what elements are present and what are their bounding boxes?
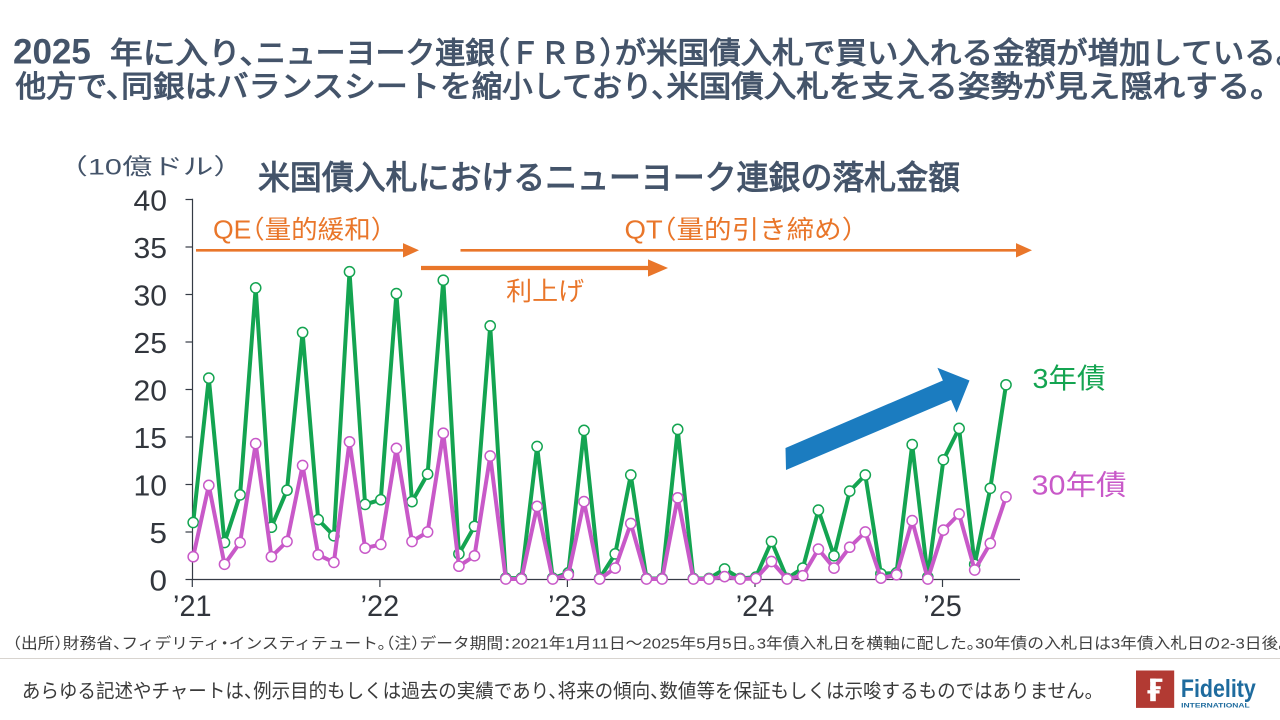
svg-text:’24: ’24 [736,590,775,623]
svg-text:2025: 2025 [13,33,91,72]
svg-text:米国債入札におけるニューヨーク連銀の落札金額: 米国債入札におけるニューヨーク連銀の落札金額 [258,159,960,196]
svg-text:5: 5 [150,518,168,550]
svg-text:バランスシートを: バランスシートを [217,71,472,104]
svg-text:利上げ: 利上げ [506,278,584,306]
svg-text:ニューヨーク連銀（ＦＲＢ）: ニューヨーク連銀（ＦＲＢ） [256,37,615,71]
svg-text:30: 30 [134,280,168,312]
svg-text:Fidelity: Fidelity [1181,675,1256,703]
svg-text:25: 25 [134,328,168,360]
svg-text:（出所）財務省、フィデリティ・インスティテュート。（注）デー: （出所）財務省、フィデリティ・インスティテュート。（注）データ期間：2021年1… [13,635,1280,653]
svg-text:あらゆる記述やチャートは、例示目的もしくは過去の実績であり、: あらゆる記述やチャートは、例示目的もしくは過去の実績であり、将来の傾向、数値等を… [22,680,1094,702]
svg-text:米国債入札を支える姿勢が見え隠れする。: 米国債入札を支える姿勢が見え隠れする。 [666,70,1266,104]
svg-text:15: 15 [134,423,168,455]
svg-text:が米国債入札で買い入れる金額が増加している。: が米国債入札で買い入れる金額が増加している。 [615,37,1280,71]
svg-text:同銀は: 同銀は [121,71,216,104]
svg-text:QE（量的緩和）: QE（量的緩和） [213,217,384,245]
svg-text:年に入り、: 年に入り、 [110,38,256,71]
svg-text:20: 20 [134,375,168,407]
svg-text:INTERNATIONAL: INTERNATIONAL [1181,703,1250,710]
svg-text:10: 10 [134,470,168,502]
svg-text:’22: ’22 [361,590,400,623]
svg-text:30年債: 30年債 [1032,470,1127,501]
svg-text:’21: ’21 [173,590,212,623]
svg-text:’23: ’23 [548,590,587,623]
svg-text:他方で、: 他方で、 [14,70,121,104]
svg-text:’25: ’25 [923,590,962,623]
svg-text:35: 35 [134,233,168,265]
svg-text:3年債: 3年債 [1033,363,1106,394]
svg-text:QT（量的引き締め）: QT（量的引き締め） [625,217,856,245]
svg-text:縮小しており、: 縮小しており、 [472,71,667,104]
svg-text:40: 40 [134,185,168,217]
svg-text:0: 0 [150,565,168,597]
svg-text:（10億ドル）: （10億ドル） [73,155,229,180]
